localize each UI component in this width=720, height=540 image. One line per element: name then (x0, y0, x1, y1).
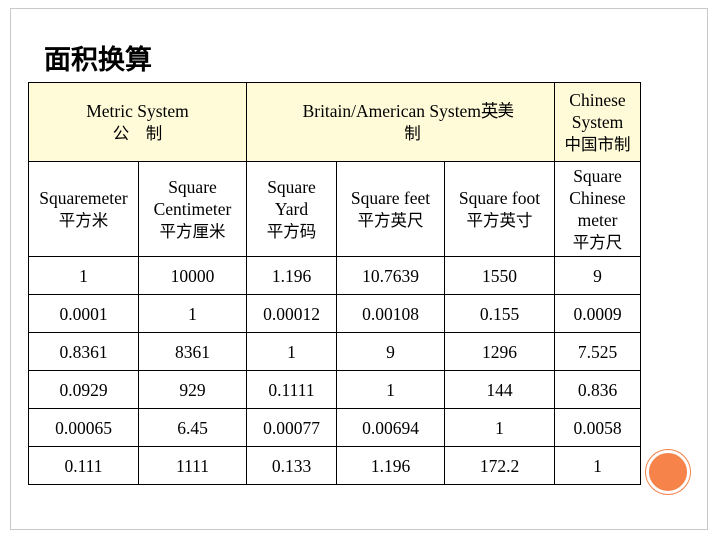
unit-header-row: Squaremeter 平方米 Square Centimeter 平方厘米 S… (28, 161, 641, 257)
table-cell: 0.00012 (246, 294, 337, 333)
british-system-en: Britain/American System英 (302, 100, 499, 121)
slide-frame (10, 8, 708, 530)
table-cell: 0.155 (444, 294, 555, 333)
slide-title: 面积换算 (44, 45, 152, 76)
table-row: 0.111 1111 0.133 1.196 172.2 1 (28, 446, 641, 485)
chinese-system-header: Chinese System 中国市制 (554, 82, 641, 162)
table-row: 0.0929 929 0.1111 1 144 0.836 (28, 370, 641, 409)
table-cell: 1.196 (246, 256, 337, 295)
system-header-row: Metric System 公 制 Britain/American Syste… (28, 82, 641, 162)
conversion-table: Metric System 公 制 Britain/American Syste… (28, 82, 641, 485)
table-cell: 0.0929 (28, 370, 139, 409)
table-cell: 9 (554, 256, 641, 295)
table-cell: 0.00694 (336, 408, 445, 447)
table-cell: 8361 (138, 332, 247, 371)
table-cell: 0.0001 (28, 294, 139, 333)
table-cell: 0.00077 (246, 408, 337, 447)
table-cell: 1296 (444, 332, 555, 371)
table-cell: 7.525 (554, 332, 641, 371)
table-cell: 9 (336, 332, 445, 371)
british-system-zh: 制 (404, 123, 421, 143)
table-cell: 1 (28, 256, 139, 295)
table-cell: 0.1111 (246, 370, 337, 409)
metric-system-header: Metric System 公 制 (28, 82, 247, 162)
chinese-system-en-2: System (571, 111, 624, 132)
table-row: 1 10000 1.196 10.7639 1550 9 (28, 256, 641, 295)
british-system-mei: 美 (497, 100, 515, 120)
british-american-system-header: Britain/American System英 美 制 (246, 82, 555, 162)
table-row: 0.0001 1 0.00012 0.00108 0.155 0.0009 (28, 294, 641, 333)
unit-header-square-meter: Squaremeter 平方米 (28, 161, 139, 257)
unit-header-square-feet: Square feet 平方英尺 (336, 161, 445, 257)
table-cell: 6.45 (138, 408, 247, 447)
table-cell: 0.836 (554, 370, 641, 409)
metric-system-en: Metric System (86, 100, 189, 121)
table-row: 0.8361 8361 1 9 1296 7.525 (28, 332, 641, 371)
table-cell: 0.0009 (554, 294, 641, 333)
decorative-circle (646, 450, 690, 494)
table-cell: 0.133 (246, 446, 337, 485)
table-cell: 0.8361 (28, 332, 139, 371)
table-cell: 172.2 (444, 446, 555, 485)
unit-header-square-yard: Square Yard 平方码 (246, 161, 337, 257)
table-cell: 0.0058 (554, 408, 641, 447)
table-cell: 10000 (138, 256, 247, 295)
table-cell: 1.196 (336, 446, 445, 485)
table-cell: 144 (444, 370, 555, 409)
table-cell: 0.00108 (336, 294, 445, 333)
table-cell: 10.7639 (336, 256, 445, 295)
metric-system-zh: 公 制 (112, 123, 163, 143)
unit-header-square-foot: Square foot 平方英寸 (444, 161, 555, 257)
table-cell: 929 (138, 370, 247, 409)
table-cell: 1 (138, 294, 247, 333)
unit-header-square-centimeter: Square Centimeter 平方厘米 (138, 161, 247, 257)
table-cell: 0.111 (28, 446, 139, 485)
table-cell: 1111 (138, 446, 247, 485)
table-cell: 0.00065 (28, 408, 139, 447)
table-cell: 1550 (444, 256, 555, 295)
table-cell: 1 (246, 332, 337, 371)
chinese-system-zh: 中国市制 (564, 134, 631, 154)
unit-header-square-chinese-meter: Square Chinese meter 平方尺 (554, 161, 641, 257)
table-cell: 1 (554, 446, 641, 485)
table-row: 0.00065 6.45 0.00077 0.00694 1 0.0058 (28, 408, 641, 447)
table-cell: 1 (336, 370, 445, 409)
chinese-system-en-1: Chinese (569, 89, 626, 110)
table-cell: 1 (444, 408, 555, 447)
